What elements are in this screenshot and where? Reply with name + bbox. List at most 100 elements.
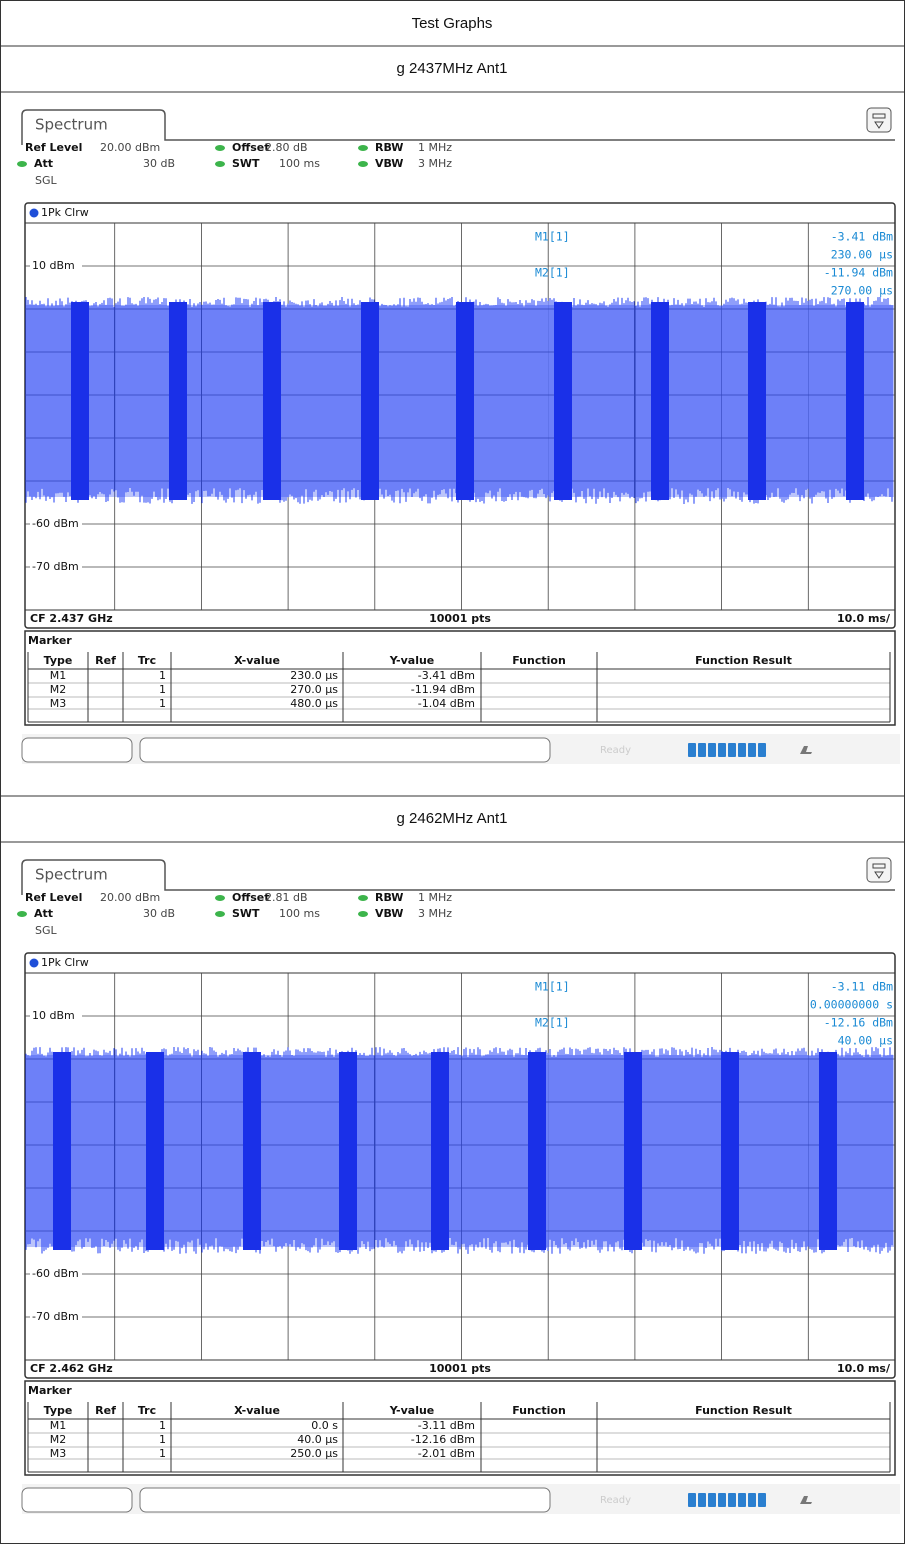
signal-gap	[819, 1052, 837, 1250]
setting-label: Offset	[232, 891, 270, 904]
cell-x: 40.0 µs	[297, 1433, 338, 1446]
table-header: Trc	[138, 1404, 156, 1417]
signal-gap	[721, 1052, 739, 1250]
status-dot	[358, 145, 368, 151]
marker-readout-name: M2[1]	[535, 1016, 570, 1030]
setting-value: 2.81 dB	[265, 891, 308, 904]
status-field	[21, 1487, 133, 1513]
progress-segment	[698, 743, 706, 757]
progress-segment	[708, 743, 716, 757]
table-header: Function	[512, 1404, 566, 1417]
table-header: X-value	[234, 1404, 280, 1417]
progress-segment	[738, 743, 746, 757]
setting-label: Ref Level	[25, 141, 82, 154]
status-field	[139, 737, 551, 763]
y-axis-label: 10 dBm	[32, 259, 75, 272]
progress-segment	[718, 743, 726, 757]
setting-label: VBW	[375, 157, 403, 170]
cell-y: -11.94 dBm	[411, 683, 475, 696]
cell-x: 250.0 µs	[290, 1447, 338, 1460]
y-axis-label: -60 dBm	[32, 517, 79, 530]
marker-readout-value: 40.00 µs	[838, 1034, 893, 1048]
signal-gap	[528, 1052, 546, 1250]
status-dot	[358, 911, 368, 917]
signal-trace	[25, 1047, 893, 1254]
cell-y: -3.11 dBm	[418, 1419, 475, 1432]
table-header: Function Result	[695, 654, 792, 667]
setting-label: Att	[34, 907, 53, 920]
cell-type: M2	[50, 683, 67, 696]
table-header: Type	[44, 1404, 73, 1417]
status-field	[139, 1487, 551, 1513]
signal-gap	[339, 1052, 357, 1250]
status-dot	[215, 911, 225, 917]
table-header: Ref	[95, 1404, 116, 1417]
status-text: Ready	[600, 1495, 631, 1506]
y-axis-label: -70 dBm	[32, 1310, 79, 1323]
cell-trc: 1	[159, 697, 166, 710]
setting-label: RBW	[375, 891, 403, 904]
status-dot	[215, 161, 225, 167]
progress-segment	[728, 1493, 736, 1507]
marker-readout-name: M2[1]	[535, 266, 570, 280]
signal-gap	[456, 302, 474, 500]
sweep-points: 10001 pts	[429, 612, 491, 625]
progress-segment	[688, 743, 696, 757]
label-bg	[30, 516, 82, 532]
progress-segment	[748, 743, 756, 757]
cell-type: M3	[50, 697, 67, 710]
progress-segment	[698, 1493, 706, 1507]
table-header: Function	[512, 654, 566, 667]
marker-readout-value: -12.16 dBm	[824, 1016, 893, 1030]
setting-label: RBW	[375, 141, 403, 154]
marker-readout-name: M1[1]	[535, 980, 570, 994]
tab-outline	[21, 859, 895, 895]
progress-segment	[758, 743, 766, 757]
cell-x: 270.0 µs	[290, 683, 338, 696]
setting-value: 3 MHz	[418, 907, 452, 920]
signal-gap	[53, 1052, 71, 1250]
signal-gap	[651, 302, 669, 500]
status-text: Ready	[600, 745, 631, 756]
setting-value: 1 MHz	[418, 891, 452, 904]
lxi-logo	[800, 746, 812, 754]
signal-gap	[554, 302, 572, 500]
status-dot	[215, 145, 225, 151]
signal-gap	[846, 302, 864, 500]
menu-icon-glyph	[872, 863, 886, 879]
marker-readout-value: 230.00 µs	[831, 248, 893, 262]
status-dot	[358, 161, 368, 167]
setting-label: VBW	[375, 907, 403, 920]
setting-label: Ref Level	[25, 891, 82, 904]
label-bg	[30, 258, 82, 274]
tab-label[interactable]: Spectrum	[35, 116, 108, 134]
y-axis-label: -60 dBm	[32, 1267, 79, 1280]
progress-segment	[718, 1493, 726, 1507]
table-header: X-value	[234, 654, 280, 667]
cell-y: -12.16 dBm	[411, 1433, 475, 1446]
status-dot	[358, 895, 368, 901]
section-caption: g 2437MHz Ant1	[397, 60, 508, 77]
marker-panel-title: Marker	[28, 634, 72, 647]
signal-gap	[243, 1052, 261, 1250]
table-header: Ref	[95, 654, 116, 667]
status-field	[21, 737, 133, 763]
signal-gap	[146, 1052, 164, 1250]
setting-value: 2.80 dB	[265, 141, 308, 154]
cell-y: -2.01 dBm	[418, 1447, 475, 1460]
table-header: Trc	[138, 654, 156, 667]
trace-label: 1Pk Clrw	[41, 956, 89, 969]
cell-x: 230.0 µs	[290, 669, 338, 682]
setting-label: SWT	[232, 907, 260, 920]
cell-x: 480.0 µs	[290, 697, 338, 710]
signal-gap	[431, 1052, 449, 1250]
setting-value: 1 MHz	[418, 141, 452, 154]
time-per-division: 10.0 ms/	[837, 612, 891, 625]
section-caption: g 2462MHz Ant1	[397, 810, 508, 827]
tab-label[interactable]: Spectrum	[35, 866, 108, 884]
setting-value: 30 dB	[143, 157, 175, 170]
sweep-mode: SGL	[35, 924, 58, 937]
marker-readout-value: -3.41 dBm	[831, 230, 893, 244]
